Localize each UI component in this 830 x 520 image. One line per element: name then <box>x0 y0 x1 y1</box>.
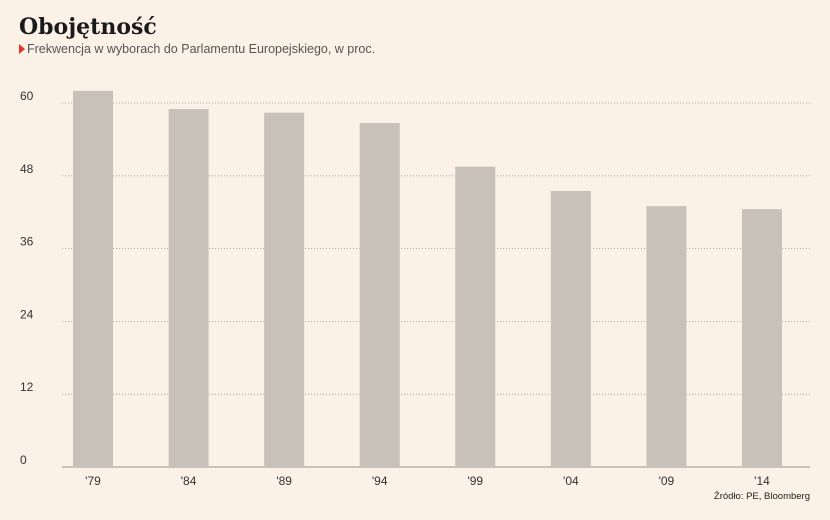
x-axis-ticks: '79 '84 '89 '94 '99 '04 '09 '14 <box>85 474 770 488</box>
x-tick-label: '04 <box>563 474 579 488</box>
source-note: Źródło: PE, Bloomberg <box>713 491 810 502</box>
bar <box>359 123 400 468</box>
bar <box>455 166 496 467</box>
x-tick-label: '99 <box>467 474 483 488</box>
chart-subtitle-text: Frekwencja w wyborach do Parlamentu Euro… <box>27 42 376 56</box>
red-triangle-icon <box>19 44 25 54</box>
y-axis-ticks: 0 12 24 36 48 60 <box>20 89 34 467</box>
chart-subtitle: Frekwencja w wyborach do Parlamentu Euro… <box>19 42 375 56</box>
bar <box>264 112 305 467</box>
x-tick-label: '79 <box>85 474 101 488</box>
bar <box>73 90 113 467</box>
y-tick-label: 24 <box>20 307 34 321</box>
bars <box>73 90 782 468</box>
bar <box>550 190 591 467</box>
x-tick-label: '14 <box>754 474 770 488</box>
x-tick-label: '94 <box>372 474 388 488</box>
x-tick-label: '89 <box>276 474 292 488</box>
bar <box>168 109 209 468</box>
bar <box>742 209 782 467</box>
y-tick-label: 0 <box>20 453 27 467</box>
x-tick-label: '84 <box>181 474 197 488</box>
y-tick-label: 60 <box>20 89 34 103</box>
bar <box>646 206 687 467</box>
y-tick-label: 48 <box>20 162 34 176</box>
y-tick-label: 12 <box>20 380 34 394</box>
y-tick-label: 36 <box>20 235 34 249</box>
chart-title: Obojętność <box>19 14 157 40</box>
x-tick-label: '09 <box>659 474 675 488</box>
